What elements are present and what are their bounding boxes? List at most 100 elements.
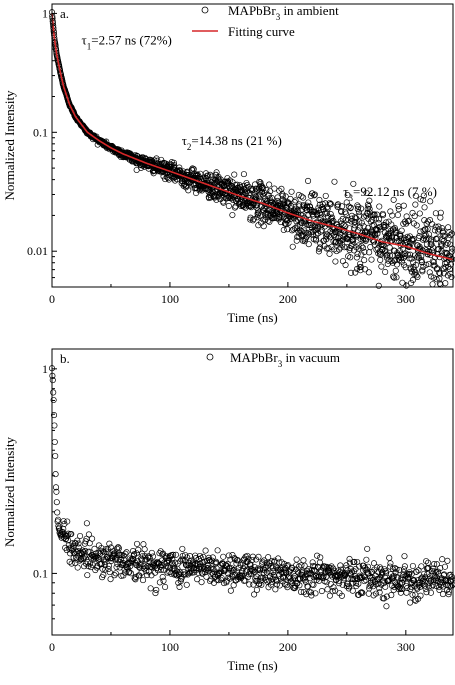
data-point: [272, 586, 279, 593]
data-point: [158, 566, 165, 573]
data-point: [310, 581, 317, 589]
legend-entry-ambient: MAPbBr3 in ambient: [228, 3, 339, 22]
data-point: [97, 548, 104, 555]
data-point: [68, 530, 75, 538]
data-point: [420, 192, 427, 199]
data-point: [263, 187, 270, 194]
data-point: [327, 211, 334, 218]
data-point: [291, 199, 298, 206]
data-point: [338, 203, 346, 210]
data-point: [360, 562, 367, 569]
data-point: [104, 554, 111, 561]
data-point: [163, 563, 170, 570]
data-point: [223, 577, 230, 584]
data-point: [208, 569, 215, 576]
legend-marker-vacuum: [206, 353, 214, 361]
data-point: [421, 582, 428, 589]
data-point: [356, 563, 363, 570]
data-point: [357, 260, 364, 267]
annotation-tau-3: τ3=92.12 ns (7 %): [343, 184, 437, 203]
data-point: [400, 569, 407, 576]
data-point: [225, 202, 232, 209]
panel-a-fitting-curve: [51, 13, 454, 261]
data-point: [277, 218, 284, 226]
data-point: [208, 173, 215, 180]
data-point: [282, 193, 289, 200]
data-point: [288, 188, 295, 195]
data-point: [418, 563, 425, 570]
data-point: [362, 266, 369, 273]
x-tick-label: 300: [397, 640, 415, 654]
data-point: [213, 196, 220, 203]
data-point: [406, 255, 413, 262]
data-point: [271, 574, 279, 581]
data-point: [356, 212, 363, 219]
data-point: [300, 557, 307, 564]
data-point: [363, 228, 371, 235]
data-point: [394, 574, 401, 581]
data-point: [156, 550, 163, 557]
data-point: [309, 559, 316, 566]
data-point: [264, 578, 271, 585]
data-point: [392, 230, 400, 237]
data-point: [305, 177, 312, 184]
panel-b-ticks: 0 100 200 300 1 0.1: [33, 362, 415, 654]
data-point: [135, 546, 142, 553]
data-point: [407, 599, 414, 606]
data-point: [74, 564, 81, 571]
data-point: [303, 220, 310, 227]
data-point: [441, 233, 448, 240]
data-point: [388, 234, 396, 241]
panel-a-annotations: τ1=2.57 ns (72%) τ2=14.38 ns (21 %) τ3=9…: [82, 32, 437, 203]
data-point: [267, 581, 275, 588]
data-point: [255, 553, 262, 560]
data-point: [428, 241, 435, 248]
data-point: [407, 251, 414, 258]
data-point: [82, 547, 89, 554]
data-point: [381, 566, 388, 573]
panel-a-y-axis-title: Normalized Intensity: [2, 90, 17, 201]
data-point: [430, 274, 437, 281]
data-point: [392, 227, 399, 234]
data-point: [413, 272, 420, 279]
data-point: [203, 573, 210, 580]
data-point: [408, 279, 415, 287]
data-point: [106, 540, 113, 547]
legend-entry-vacuum: MAPbBr3 in vacuum: [230, 350, 340, 369]
data-point: [437, 214, 444, 221]
data-point: [375, 282, 382, 289]
data-point: [317, 554, 324, 561]
data-point: [189, 165, 196, 172]
y-tick-label: 0.01: [27, 244, 48, 258]
data-point: [425, 583, 432, 590]
data-point: [376, 589, 383, 596]
data-point: [133, 540, 141, 547]
y-tick-label: 0.1: [33, 566, 48, 580]
data-point: [445, 591, 452, 598]
data-point: [412, 261, 420, 269]
data-point: [299, 571, 306, 578]
data-point: [393, 566, 400, 573]
data-point: [176, 164, 183, 171]
data-point: [185, 187, 192, 194]
data-point: [249, 217, 256, 224]
data-point: [195, 569, 202, 576]
data-point: [307, 221, 314, 229]
data-point: [387, 560, 394, 567]
data-point: [295, 569, 302, 576]
data-point: [367, 212, 374, 219]
data-point: [399, 579, 406, 586]
data-point: [271, 185, 278, 192]
data-point: [345, 216, 352, 223]
data-point: [50, 396, 57, 404]
data-point: [159, 573, 166, 581]
data-point: [375, 216, 383, 223]
data-point: [255, 209, 262, 216]
data-point: [315, 248, 322, 255]
data-point: [301, 577, 309, 584]
data-point: [170, 551, 177, 558]
data-point: [214, 547, 221, 554]
data-point: [313, 235, 320, 242]
data-point: [132, 576, 139, 583]
data-point: [370, 560, 378, 567]
